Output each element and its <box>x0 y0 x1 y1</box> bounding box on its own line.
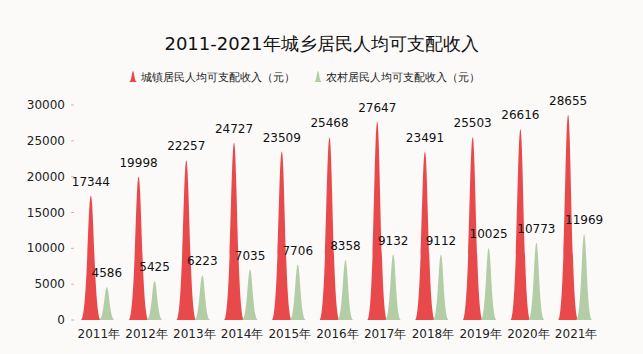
data-label: 27647 <box>358 101 396 115</box>
bar <box>481 248 497 320</box>
data-label: 5425 <box>139 260 170 274</box>
bar <box>338 260 354 320</box>
chart-title: 2011-2021年城乡居民人均可支配收入 <box>164 33 478 54</box>
data-label: 23509 <box>263 131 301 145</box>
data-label: 25468 <box>310 116 348 130</box>
x-tick-label: 2018年 <box>412 327 455 341</box>
bar <box>385 255 401 320</box>
bar <box>433 255 449 320</box>
data-label: 6223 <box>187 254 218 268</box>
bar <box>576 234 592 320</box>
x-tick-label: 2011年 <box>78 327 121 341</box>
data-label: 24727 <box>215 122 253 136</box>
x-tick-label: 2015年 <box>268 327 311 341</box>
data-label: 9132 <box>378 234 409 248</box>
data-label: 25503 <box>454 116 492 130</box>
y-tick-label: 10000 <box>27 241 65 255</box>
bar <box>129 177 149 320</box>
x-tick-label: 2012年 <box>125 327 168 341</box>
data-label: 4586 <box>92 266 123 280</box>
data-label: 17344 <box>72 175 110 189</box>
data-label: 11969 <box>565 213 603 227</box>
bar <box>528 243 544 320</box>
y-tick <box>71 140 74 141</box>
bar <box>242 270 258 320</box>
x-axis: 2011年 2012年 2013年 2014年 2015年 2016年 2017年 2018年… <box>78 327 598 341</box>
bar <box>194 275 210 320</box>
legend-label: 城镇居民人均可支配收入（元） <box>140 71 295 84</box>
bar <box>147 281 163 320</box>
chart-svg: 2011-2021年城乡居民人均可支配收入城镇居民人均可支配收入（元） 农村居民人… <box>0 0 643 354</box>
y-tick-label: 30000 <box>27 98 65 112</box>
bar <box>224 143 244 320</box>
data-label: 22257 <box>167 139 205 153</box>
x-tick-label: 2016年 <box>316 327 359 341</box>
y-tick-label: 20000 <box>27 170 65 184</box>
bar <box>81 196 101 320</box>
y-tick-label: 0 <box>57 313 65 327</box>
y-tick <box>71 212 74 213</box>
data-label: 7706 <box>282 244 313 258</box>
data-label: 8358 <box>330 239 361 253</box>
bar <box>176 160 196 320</box>
y-tick <box>71 248 74 249</box>
y-axis: 0 5000 10000 15000 20000 25000 30000 <box>27 98 74 327</box>
chart-container: 2011-2021年城乡居民人均可支配收入城镇居民人均可支配收入（元） 农村居民人… <box>0 0 643 354</box>
data-label: 10025 <box>470 227 508 241</box>
bar <box>367 122 387 320</box>
x-tick-label: 2019年 <box>459 327 502 341</box>
data-labels: 17344 19998 22257 24727 23509 25468 27647 23491… <box>72 94 603 280</box>
data-label: 7035 <box>235 249 266 263</box>
y-tick-label: 25000 <box>27 134 65 148</box>
legend-label: 农村居民人均可支配收入（元） <box>326 71 480 84</box>
bars <box>81 115 592 320</box>
y-tick-label: 15000 <box>27 206 65 220</box>
legend-marker <box>129 71 137 82</box>
bar <box>290 265 306 320</box>
bar <box>99 287 115 320</box>
data-label: 28655 <box>549 94 587 108</box>
x-tick-label: 2013年 <box>173 327 216 341</box>
y-tick-label: 5000 <box>34 277 65 291</box>
x-tick-label: 2017年 <box>364 327 407 341</box>
y-tick <box>71 105 74 106</box>
data-label: 26616 <box>501 108 539 122</box>
legend-marker <box>314 71 322 82</box>
data-label: 23491 <box>406 131 444 145</box>
y-tick <box>71 320 74 321</box>
data-label: 9112 <box>426 234 457 248</box>
data-label: 10773 <box>517 222 555 236</box>
y-tick <box>71 284 74 285</box>
x-tick-label: 2021年 <box>555 327 598 341</box>
x-tick-label: 2014年 <box>221 327 264 341</box>
background <box>0 0 643 354</box>
x-tick-label: 2020年 <box>507 327 550 341</box>
legend: 城镇居民人均可支配收入（元） 农村居民人均可支配收入（元） <box>129 71 480 84</box>
data-label: 19998 <box>119 156 157 170</box>
bar <box>320 137 340 320</box>
bar <box>272 152 292 320</box>
